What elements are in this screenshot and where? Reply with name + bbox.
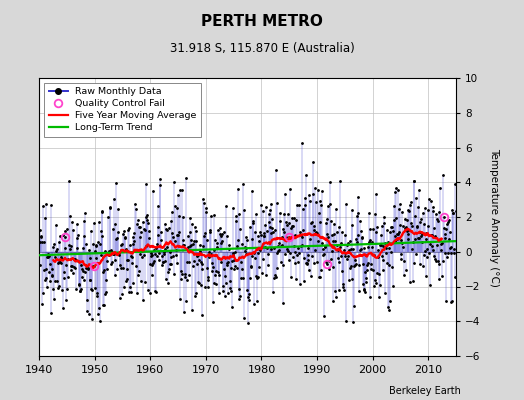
Text: Berkeley Earth: Berkeley Earth [389, 386, 461, 396]
Legend: Raw Monthly Data, Quality Control Fail, Five Year Moving Average, Long-Term Tren: Raw Monthly Data, Quality Control Fail, … [44, 83, 201, 137]
Text: 31.918 S, 115.870 E (Australia): 31.918 S, 115.870 E (Australia) [170, 42, 354, 55]
Y-axis label: Temperature Anomaly (°C): Temperature Anomaly (°C) [488, 148, 499, 286]
Text: PERTH METRO: PERTH METRO [201, 14, 323, 29]
